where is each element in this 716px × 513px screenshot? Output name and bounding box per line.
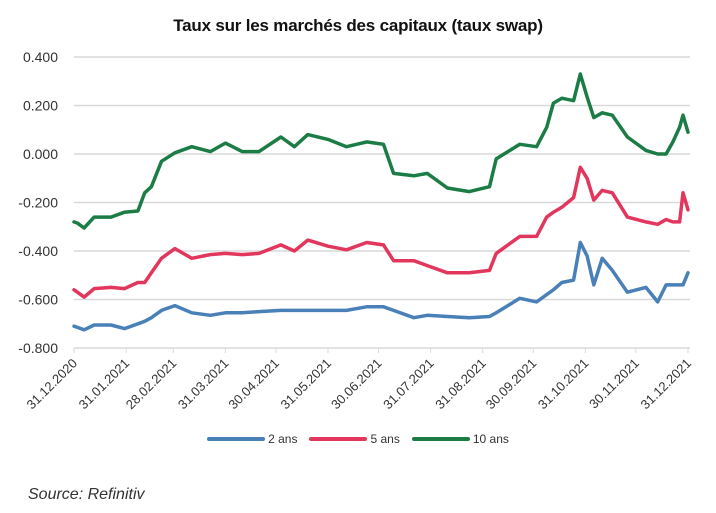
y-tick-label: -0.200 <box>18 195 58 211</box>
y-tick-label: -0.400 <box>18 243 58 259</box>
y-tick-label: 0.000 <box>23 146 58 162</box>
y-tick-label: 0.200 <box>23 98 58 114</box>
y-tick-label: -0.800 <box>18 340 58 356</box>
series-line-5ans <box>72 165 690 299</box>
series-line-10ans <box>72 72 690 230</box>
x-tick-label: 31.08.2021 <box>432 356 489 413</box>
legend-item-10ans: 10 ans <box>411 432 509 446</box>
x-tick-label: 31.12.2021 <box>637 356 694 413</box>
x-tick-label: 30.11.2021 <box>586 356 642 412</box>
x-tick-label: 31.05.2021 <box>278 356 335 413</box>
x-tick-label: 31.10.2021 <box>535 356 592 413</box>
legend-swatch-10ans <box>411 437 470 441</box>
series-line-2ans <box>72 240 690 332</box>
legend-label-2ans: 2 ans <box>268 432 298 446</box>
x-tick-label: 30.04.2021 <box>225 356 282 413</box>
chart-title: Taux sur les marchés des capitaux (taux … <box>173 16 543 35</box>
legend-label-5ans: 5 ans <box>370 432 400 446</box>
source-note: Source: Refinitiv <box>28 486 145 503</box>
legend-label-10ans: 10 ans <box>472 432 509 446</box>
legend-item-5ans: 5 ans <box>309 432 400 446</box>
x-tick-label: 31.12.2020 <box>23 356 80 413</box>
line-chart: 0.4000.2000.000-0.200-0.400-0.600-0.8003… <box>18 49 694 413</box>
legend: 2 ans 5 ans 10 ans <box>0 432 716 446</box>
legend-swatch-2ans <box>207 437 266 441</box>
x-tick-label: 28.02.2021 <box>123 356 180 413</box>
y-tick-label: 0.400 <box>23 49 58 65</box>
x-tick-label: 31.03.2021 <box>175 356 232 413</box>
x-tick-label: 31.07.2021 <box>380 356 437 413</box>
x-tick-label: 30.09.2021 <box>483 356 540 413</box>
legend-item-2ans: 2 ans <box>207 432 297 446</box>
y-tick-label: -0.600 <box>18 292 58 308</box>
x-tick-label: 30.06.2021 <box>328 356 385 413</box>
legend-swatch-5ans <box>309 437 368 441</box>
